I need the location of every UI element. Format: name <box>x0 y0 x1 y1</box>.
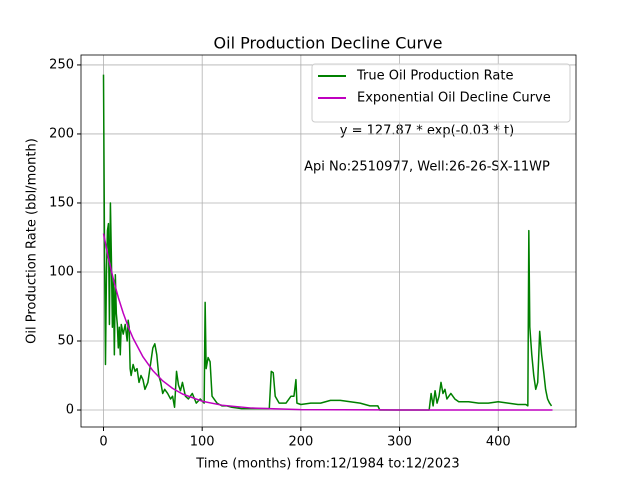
x-axis-label: Time (months) from:12/1984 to:12/2023 <box>195 457 459 472</box>
plot-frame <box>80 54 577 428</box>
y-tick-label: 100 <box>49 264 74 279</box>
y-tick-label: 0 <box>66 403 74 418</box>
y-tick-label: 150 <box>49 195 74 210</box>
y-tick-label: 250 <box>49 57 74 72</box>
legend-label: True Oil Production Rate <box>356 69 513 84</box>
series-line <box>102 233 553 411</box>
chart-title: Oil Production Decline Curve <box>214 34 443 53</box>
y-tick-label: 50 <box>57 334 74 349</box>
x-tick-label: 0 <box>99 435 107 450</box>
x-tick-label: 400 <box>486 435 511 450</box>
annotation: Api No:2510977, Well:26-26-SX-11WP <box>304 160 550 175</box>
x-tick-label: 300 <box>387 435 412 450</box>
x-tick-label: 100 <box>190 435 215 450</box>
y-axis-label: Oil Production Rate (bbl/month) <box>25 138 40 344</box>
legend-box <box>311 63 571 123</box>
annotation: y = 127.87 * exp(-0.03 * t) <box>340 124 514 139</box>
y-tick-label: 200 <box>49 126 74 141</box>
legend-label: Exponential Oil Decline Curve <box>357 91 551 106</box>
x-tick-label: 200 <box>288 435 313 450</box>
